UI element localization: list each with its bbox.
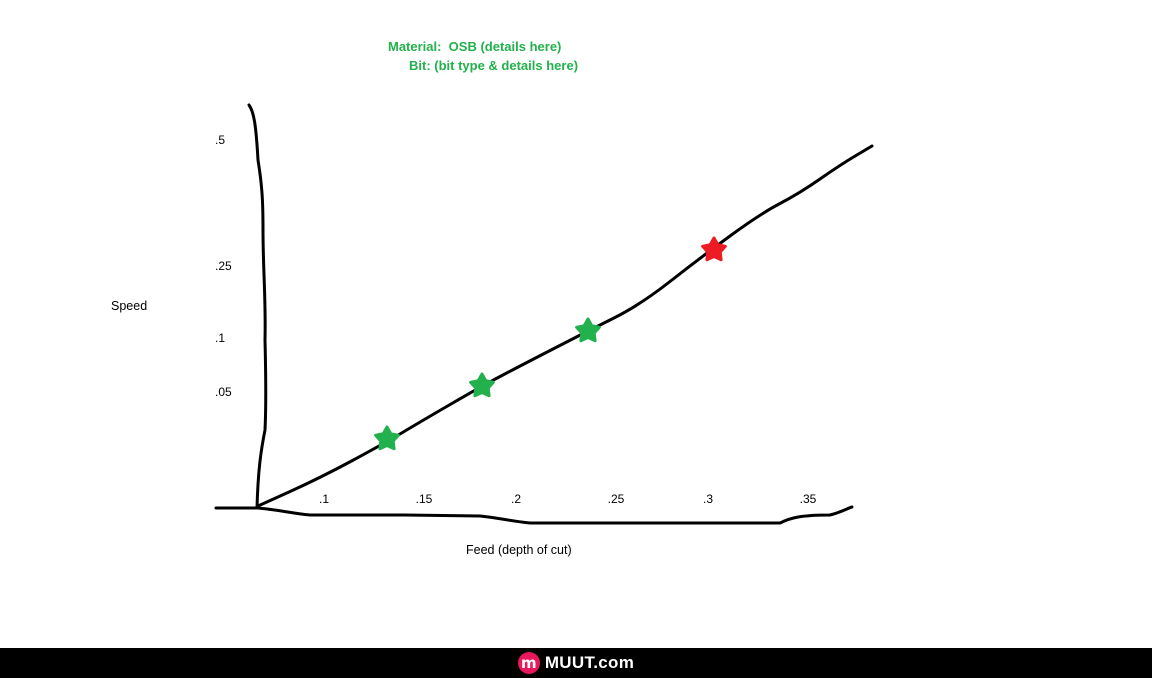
- y-axis-label: Speed: [111, 299, 148, 313]
- footer-bar: m MUUT.com: [0, 648, 1152, 678]
- x-tick-label: .35: [799, 492, 817, 506]
- muut-logo-icon: m: [517, 652, 540, 674]
- x-axis-label: Feed (depth of cut): [466, 543, 572, 557]
- star-marker: [469, 372, 495, 398]
- star-marker: [374, 425, 400, 451]
- x-tick-label: .2: [510, 492, 522, 506]
- y-tick-label: .05: [215, 385, 232, 399]
- x-tick-label: .1: [318, 492, 330, 506]
- y-axis-line: [247, 103, 268, 510]
- x-axis-line: [214, 505, 854, 525]
- star-marker: [575, 317, 601, 343]
- x-tick-label: .3: [702, 492, 714, 506]
- brand-name: MUUT.com: [544, 653, 635, 672]
- y-tick-label: .5: [215, 133, 226, 147]
- brand-link[interactable]: m MUUT.com: [517, 652, 635, 674]
- x-tick-label: .15: [415, 492, 433, 506]
- series-line: [256, 144, 874, 508]
- chart-canvas: [214, 103, 874, 525]
- y-tick-label: .25: [215, 259, 232, 273]
- bit-annotation: Bit: (bit type & details here): [409, 58, 579, 73]
- x-tick-label: .25: [607, 492, 625, 506]
- material-annotation: Material: OSB (details here): [388, 39, 562, 54]
- y-tick-label: .1: [215, 331, 226, 345]
- star-marker: [701, 236, 727, 262]
